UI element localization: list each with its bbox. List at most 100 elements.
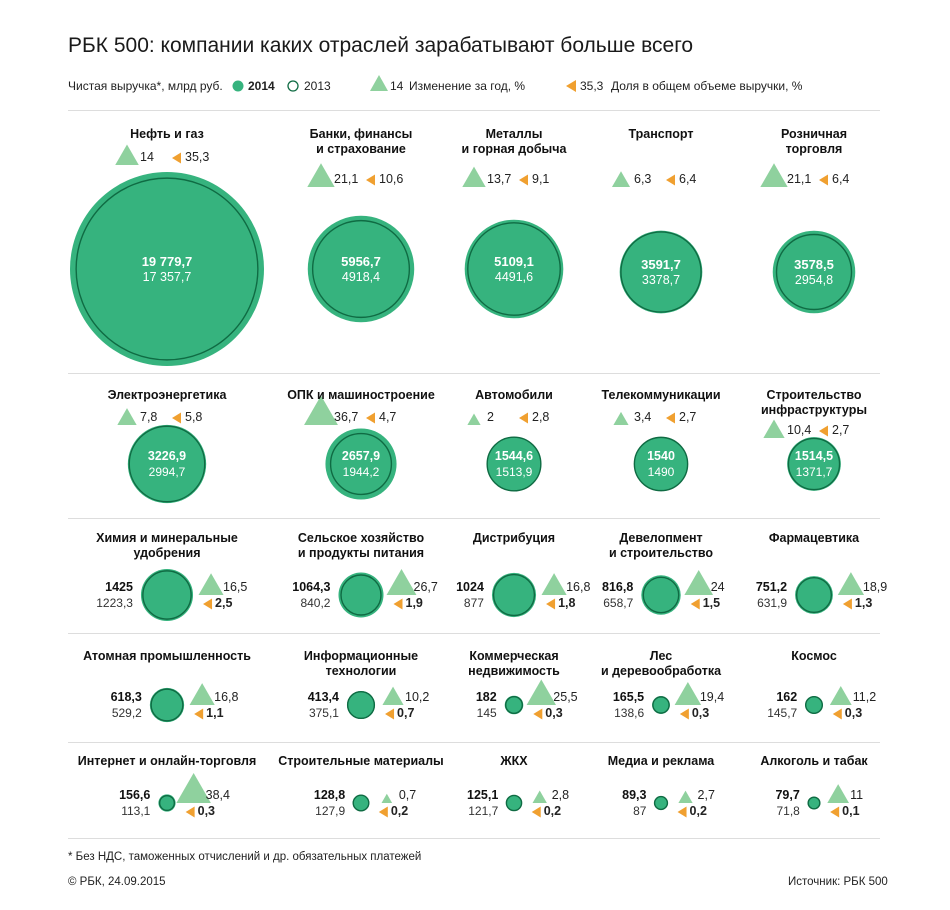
share-triangle-mark	[393, 598, 403, 610]
revenue-2013: 877	[463, 596, 484, 610]
bubble-label: 19 779,7 17 357,7	[107, 254, 227, 286]
revenue-2013: 127,9	[315, 804, 346, 818]
bubble-2014	[307, 215, 415, 323]
change-triangle-mark	[829, 686, 852, 705]
revenue-2014: 1024	[456, 580, 484, 594]
bubble-2013-outline	[807, 796, 821, 810]
bubble-label: 5109,1 4491,6	[454, 254, 574, 286]
revenue-2014: 2657,9	[341, 449, 381, 463]
change-value: 16,5	[223, 580, 248, 594]
share-triangle-mark	[832, 708, 842, 720]
bubble-2014	[70, 172, 264, 366]
change-value: 3,4	[634, 410, 652, 424]
share-value: 1,5	[702, 596, 721, 610]
revenue-2013: 113,1	[121, 804, 151, 818]
bubble-2013-outline	[633, 436, 689, 492]
revenue-2014: 1425	[105, 580, 133, 594]
revenue-2014: 1514,5	[794, 449, 834, 463]
change-triangle-mark	[198, 573, 224, 595]
change-value: 26,7	[413, 580, 438, 594]
sector-name: ЖКХ	[500, 754, 528, 768]
bubble-2014	[140, 568, 194, 622]
share-value: 35,3	[185, 150, 210, 164]
bubble-2013-outline	[652, 696, 670, 714]
revenue-2013: 1944,2	[342, 464, 380, 479]
revenue-2013: 121,7	[468, 804, 499, 818]
bubble-2013-outline	[158, 794, 176, 812]
share-triangle-mark	[666, 412, 675, 424]
bubble-2014	[787, 437, 841, 491]
bubble-2014	[504, 695, 524, 715]
change-triangle-mark	[684, 570, 714, 595]
divider	[68, 518, 880, 519]
share-triangle-mark	[385, 708, 395, 720]
change-value: 14	[140, 150, 154, 164]
revenue-2013: 71,8	[776, 804, 800, 818]
revenue-2013: 2994,7	[148, 464, 186, 479]
revenue-2014: 816,8	[602, 580, 634, 594]
sector-name: Интернет и онлайн-торговля	[77, 754, 257, 768]
sector-name: Дистрибуция	[472, 531, 556, 545]
share-triangle-mark	[185, 806, 195, 818]
legend-change-value: 14	[390, 79, 404, 93]
change-triangle-mark	[763, 419, 785, 438]
revenue-2013: 138,6	[614, 706, 645, 720]
share-value: 10,6	[379, 172, 404, 186]
share-value: 6,4	[679, 172, 697, 186]
sector-name: Транспорт	[628, 127, 694, 141]
share-value: 1,8	[558, 596, 576, 610]
sector-name: Сельское хозяйство и продукты питания	[297, 531, 425, 560]
legend-revenue-label: Чистая выручка*, млрд руб.	[68, 79, 223, 93]
revenue-2013: 840,2	[300, 596, 331, 610]
bubble-label: 1514,5 1371,7	[764, 449, 864, 480]
bubble-2013-outline	[346, 690, 376, 720]
revenue-2013: 4491,6	[494, 270, 534, 285]
divider	[68, 633, 880, 634]
share-triangle-mark	[690, 598, 700, 610]
bubble-2014	[158, 794, 176, 812]
bubble-2014	[633, 436, 689, 492]
sector-name: Химия и минеральные удобрения	[96, 531, 238, 560]
legend-2014-marker	[232, 80, 244, 92]
change-triangle-mark	[304, 395, 338, 425]
sector-name: Фармацевтика	[768, 531, 860, 545]
revenue-2014: 751,2	[755, 580, 788, 594]
bubble-2013-outline	[311, 219, 411, 319]
bubble-label: 5956,7 4918,4	[301, 254, 421, 286]
change-value: 24	[710, 580, 725, 594]
change-triangle-mark	[760, 163, 788, 187]
revenue-2013: 658,7	[603, 596, 634, 610]
bubble-label: 3578,5 2954,8	[754, 257, 874, 289]
change-value: 7,8	[140, 410, 158, 424]
share-triangle-mark	[819, 425, 828, 437]
change-value: 38,4	[205, 788, 230, 802]
bubble-2013-outline	[352, 794, 370, 812]
revenue-2013: 145	[476, 706, 497, 720]
sector-name: Медиа и реклама	[607, 754, 715, 768]
share-value: 9,1	[532, 172, 550, 186]
revenue-2014: 618,3	[110, 690, 142, 704]
share-triangle-mark	[203, 598, 213, 610]
share-triangle-mark	[830, 806, 840, 818]
sector-name: Автомобили	[475, 388, 553, 402]
revenue-2014: 162	[776, 690, 798, 704]
share-triangle-mark	[519, 174, 528, 186]
change-triangle-mark	[613, 411, 629, 425]
bubble-2013-outline	[505, 794, 523, 812]
change-triangle-mark	[467, 413, 481, 425]
change-value: 2,7	[697, 788, 715, 802]
share-triangle-mark	[679, 708, 689, 720]
revenue-2014: 182	[475, 690, 497, 704]
share-triangle-mark	[666, 174, 675, 186]
bubble-2014	[654, 796, 668, 810]
bubble-2013-outline	[620, 231, 702, 313]
bubble-2014	[346, 690, 376, 720]
share-value: 5,8	[185, 410, 203, 424]
change-triangle-mark	[827, 784, 849, 803]
divider	[68, 110, 880, 111]
share-value: 2,8	[532, 410, 550, 424]
bubble-2013-outline	[787, 437, 841, 491]
share-value: 6,4	[832, 172, 850, 186]
